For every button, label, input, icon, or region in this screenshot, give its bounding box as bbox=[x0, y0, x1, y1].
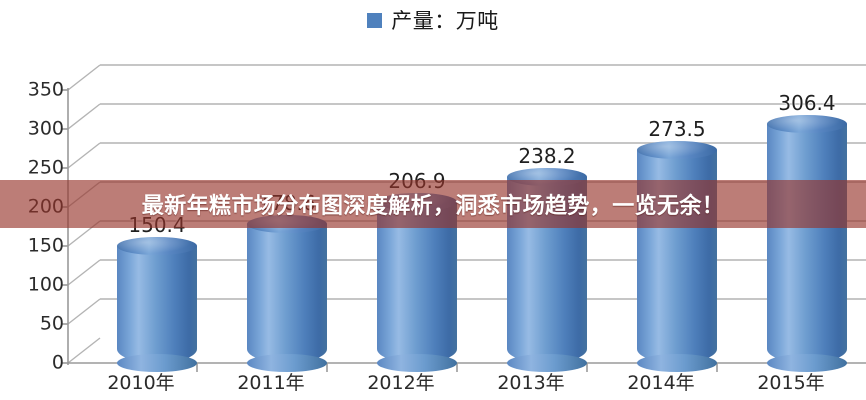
y-tick-350: 350 bbox=[27, 78, 64, 101]
x-tick-2010: 2010年 bbox=[107, 372, 175, 394]
bar-base bbox=[507, 354, 587, 372]
y-tick-300: 300 bbox=[27, 117, 64, 140]
bar-cap bbox=[117, 237, 197, 255]
bar-base bbox=[767, 354, 847, 372]
bar-2014[interactable] bbox=[637, 141, 717, 372]
bar-base bbox=[117, 354, 197, 372]
y-tick-100: 100 bbox=[27, 273, 64, 296]
y-tick-0: 0 bbox=[51, 351, 64, 374]
value-label-2013: 238.2 bbox=[518, 144, 576, 168]
x-axis-labels: 2010年 2011年 2012年 2013年 2014年 2015年 bbox=[0, 368, 866, 400]
bar-base bbox=[637, 354, 717, 372]
y-tick-50: 50 bbox=[39, 312, 64, 335]
x-tick-2015: 2015年 bbox=[757, 372, 825, 394]
bar-2010[interactable] bbox=[117, 237, 197, 372]
y-tick-150: 150 bbox=[27, 234, 64, 257]
bar-body bbox=[247, 224, 327, 363]
overlay-banner: 最新年糕市场分布图深度解析，洞悉市场趋势，一览无余！ bbox=[0, 180, 866, 228]
x-tick-2014: 2014年 bbox=[627, 372, 695, 394]
x-tick-2012: 2012年 bbox=[367, 372, 435, 394]
legend-square-icon bbox=[367, 12, 383, 28]
x-tick-2013: 2013年 bbox=[497, 372, 565, 394]
legend-label: 产量：万吨 bbox=[391, 9, 499, 33]
bar-base bbox=[247, 354, 327, 372]
bar-cap-highlight bbox=[117, 237, 197, 255]
overlay-banner-text: 最新年糕市场分布图深度解析，洞悉市场趋势，一览无余！ bbox=[141, 194, 725, 219]
bar-cap-highlight bbox=[637, 141, 717, 159]
bar-base bbox=[377, 354, 457, 372]
bar-cap bbox=[637, 141, 717, 159]
bar-body bbox=[767, 124, 847, 363]
bar-cap bbox=[767, 115, 847, 133]
y-tick-250: 250 bbox=[27, 156, 64, 179]
bar-body bbox=[377, 202, 457, 363]
bar-cap-highlight bbox=[767, 115, 847, 133]
chart-legend: 产量：万吨 bbox=[0, 0, 866, 40]
x-tick-2011: 2011年 bbox=[237, 372, 305, 394]
bar-2015[interactable] bbox=[767, 115, 847, 372]
bar-body bbox=[117, 246, 197, 363]
bar-2011[interactable] bbox=[247, 215, 327, 372]
value-label-2015: 306.4 bbox=[778, 91, 836, 115]
value-label-2014: 273.5 bbox=[648, 117, 706, 141]
